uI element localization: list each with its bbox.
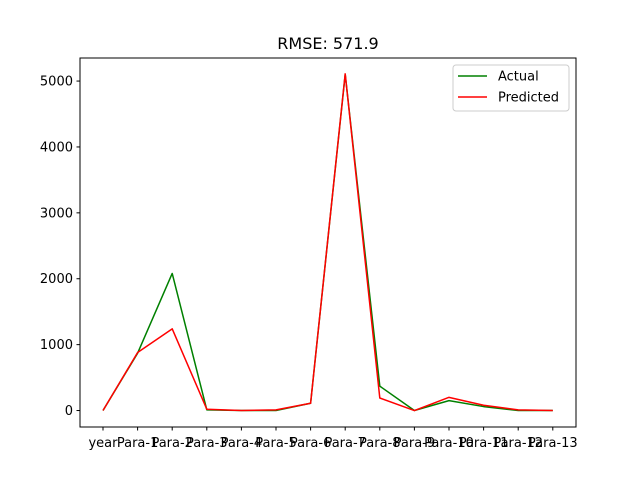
x-tick-label: year (88, 436, 118, 451)
x-tick-label: Para-3 (186, 436, 228, 451)
x-tick-label: Para-9 (394, 436, 436, 451)
y-tick-label: 0 (65, 404, 73, 419)
x-axis: year Para-1Para-2Para-3Para-4Para-5Para-6… (88, 427, 578, 451)
x-tick-label: Para-12 (493, 436, 543, 451)
x-tick-label: Para-5 (255, 436, 297, 451)
x-tick-label: Para-4 (221, 436, 263, 451)
legend: Actual Predicted (452, 64, 570, 112)
y-tick-label: 1000 (40, 338, 73, 353)
y-tick-label: 2000 (40, 272, 73, 287)
x-tick-label: Para-1 (117, 436, 159, 451)
chart-title: RMSE: 571.9 (277, 34, 378, 53)
x-tick-label: Para-7 (324, 436, 366, 451)
y-axis: 0 1000 2000 3000 4000 5000 (40, 75, 80, 419)
legend-label-actual: Actual (498, 70, 539, 85)
x-tick-label: Para-10 (424, 436, 474, 451)
plot-frame (79, 57, 577, 428)
y-tick-label: 3000 (40, 206, 73, 221)
series-line-predicted (102, 73, 553, 412)
x-tick-label: Para-6 (290, 436, 332, 451)
y-tick-label: 4000 (40, 140, 73, 155)
x-tick-label: Para-2 (151, 436, 193, 451)
x-tick-label: Para-13 (528, 436, 578, 451)
legend-label-predicted: Predicted (498, 91, 559, 106)
series-layer (102, 73, 553, 412)
y-tick-label: 5000 (40, 75, 73, 90)
x-tick-label: Para-11 (459, 436, 509, 451)
x-tick-label: Para-8 (359, 436, 401, 451)
